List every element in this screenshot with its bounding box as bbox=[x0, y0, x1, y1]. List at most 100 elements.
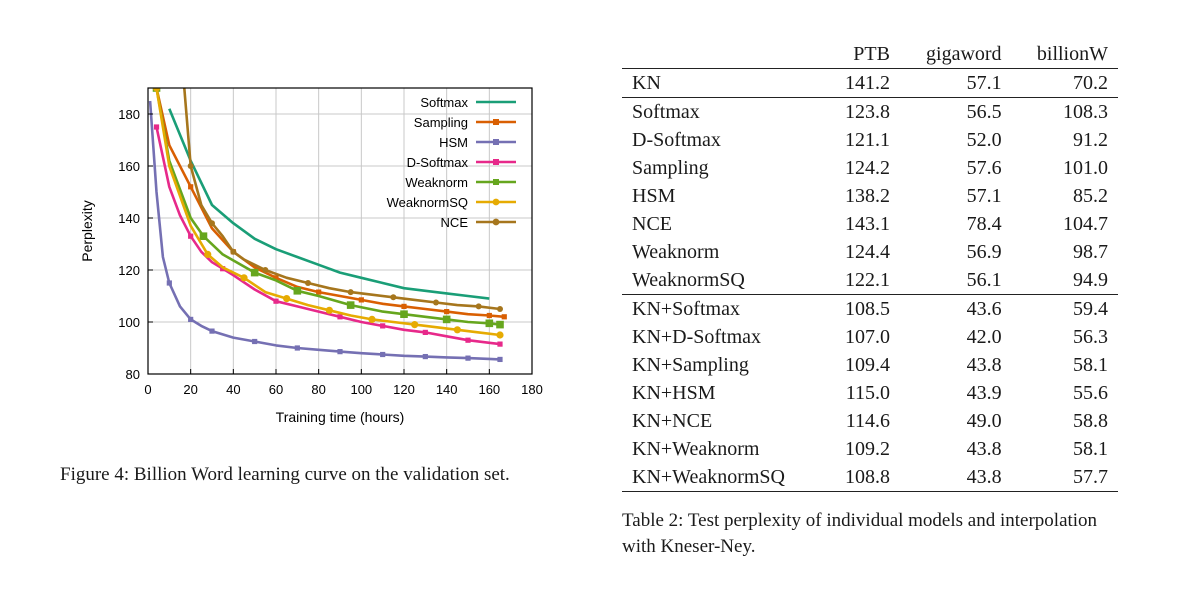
cell-model: KN+Sampling bbox=[632, 354, 749, 376]
cell-model: KN+Weaknorm bbox=[632, 438, 760, 460]
cell-ptb: 108.5 bbox=[824, 294, 900, 323]
data-point bbox=[465, 337, 471, 343]
legend-label: D-Softmax bbox=[407, 155, 469, 170]
table-header-row: PTB gigaword billionW bbox=[622, 40, 1118, 69]
legend-marker bbox=[493, 119, 499, 125]
learning-curve-figure: 0 20 40 60 80 100 120 140 160 180 80 100 120 140 160 18… bbox=[40, 60, 580, 460]
cell-gigaword: 52.0 bbox=[966, 129, 1002, 151]
y-tick-label: 120 bbox=[118, 263, 140, 278]
table-row: KN 141.2 57.1 70.2 bbox=[622, 68, 1118, 98]
cell-ptb: 115.0 bbox=[845, 382, 890, 404]
cell-billionw: 101.0 bbox=[1063, 157, 1108, 179]
data-point bbox=[368, 315, 376, 323]
series-line bbox=[148, 100, 501, 361]
table-row: KN+NCE 114.6 49.0 58.8 bbox=[622, 407, 1118, 435]
cell-billionw: 94.9 bbox=[1073, 269, 1108, 291]
table-row: KN+Softmax 108.5 43.6 59.4 bbox=[622, 294, 1118, 323]
legend-marker bbox=[492, 198, 500, 206]
legend-label: Softmax bbox=[420, 95, 468, 110]
cell-billionw: 58.1 bbox=[1073, 354, 1108, 376]
cell-model: Weaknorm bbox=[632, 241, 720, 263]
data-point bbox=[153, 124, 160, 130]
data-point bbox=[433, 299, 439, 306]
cell-model: Softmax bbox=[622, 97, 825, 126]
data-point bbox=[444, 309, 450, 315]
data-point bbox=[358, 297, 364, 303]
series-softmax bbox=[168, 108, 490, 300]
data-point bbox=[497, 356, 503, 363]
cell-gigaword: 43.9 bbox=[966, 382, 1002, 404]
y-axis-label: Perplexity bbox=[79, 200, 95, 261]
cell-ptb: 121.1 bbox=[844, 129, 890, 151]
x-tick-label: 100 bbox=[350, 382, 372, 397]
series-weaknormsq bbox=[152, 88, 504, 339]
cell-gigaword: 57.1 bbox=[966, 185, 1002, 207]
x-tick-label: 80 bbox=[311, 382, 325, 397]
data-point bbox=[187, 163, 194, 169]
table-row: Weaknorm 124.4 56.9 98.7 bbox=[622, 238, 1118, 266]
x-tick-label: 40 bbox=[226, 382, 240, 397]
data-point bbox=[390, 294, 397, 301]
header-ptb: PTB bbox=[853, 43, 890, 65]
data-point bbox=[230, 248, 237, 255]
data-point bbox=[325, 306, 333, 314]
data-point bbox=[188, 316, 194, 322]
cell-billionw: 58.8 bbox=[1073, 410, 1108, 432]
table-row: WeaknormSQ 122.1 56.1 94.9 bbox=[622, 266, 1118, 295]
data-point bbox=[346, 301, 355, 309]
x-tick-label: 60 bbox=[269, 382, 283, 397]
series-weaknorm bbox=[152, 88, 504, 329]
cell-ptb: 123.8 bbox=[824, 97, 900, 126]
table-row: KN+Weaknorm 109.2 43.8 58.1 bbox=[622, 435, 1118, 463]
data-point bbox=[401, 303, 407, 309]
series-line bbox=[155, 88, 501, 326]
chart-series bbox=[148, 88, 507, 363]
cell-gigaword: 43.8 bbox=[899, 463, 1012, 492]
series-line bbox=[155, 88, 505, 319]
data-point bbox=[316, 289, 322, 295]
data-point bbox=[497, 341, 503, 347]
data-point bbox=[380, 351, 386, 358]
cell-ptb: 124.4 bbox=[844, 241, 890, 263]
data-point bbox=[152, 88, 161, 92]
cell-gigaword: 43.8 bbox=[966, 438, 1002, 460]
table-row: NCE 143.1 78.4 104.7 bbox=[622, 210, 1118, 238]
results-table: PTB gigaword billionW KN 141.2 57.1 70.2… bbox=[622, 40, 1118, 492]
cell-ptb: 108.8 bbox=[824, 463, 900, 492]
legend-marker bbox=[493, 159, 499, 165]
data-point bbox=[475, 303, 482, 310]
legend-label: Sampling bbox=[414, 115, 468, 130]
data-point bbox=[293, 287, 302, 295]
cell-model: KN+WeaknormSQ bbox=[622, 463, 825, 492]
cell-gigaword: 43.8 bbox=[966, 354, 1002, 376]
data-point bbox=[400, 310, 408, 318]
chart-grid bbox=[148, 88, 532, 374]
table-row: KN+D-Softmax 107.0 42.0 56.3 bbox=[622, 323, 1118, 351]
cell-gigaword: 56.1 bbox=[966, 269, 1002, 291]
cell-billionw: 85.2 bbox=[1073, 185, 1108, 207]
data-point bbox=[209, 220, 215, 227]
data-point bbox=[442, 315, 451, 324]
cell-billionw: 58.1 bbox=[1073, 438, 1108, 460]
table-caption: Table 2: Test perplexity of individual m… bbox=[622, 510, 1098, 557]
data-point bbox=[273, 298, 279, 304]
cell-model: KN+HSM bbox=[632, 382, 716, 404]
cell-billionw: 57.7 bbox=[1011, 463, 1118, 492]
cell-model: WeaknormSQ bbox=[632, 269, 745, 291]
y-tick-label: 160 bbox=[118, 159, 140, 174]
data-point bbox=[501, 314, 507, 320]
cell-ptb: 143.1 bbox=[844, 213, 890, 235]
x-tick-label: 140 bbox=[436, 382, 458, 397]
cell-ptb: 109.2 bbox=[844, 438, 890, 460]
learning-curve-chart: 0 20 40 60 80 100 120 140 160 180 80 100 120 140 160 18… bbox=[79, 87, 543, 425]
cell-model: KN bbox=[622, 68, 825, 98]
cell-billionw: 56.3 bbox=[1073, 326, 1108, 348]
cell-gigaword: 43.6 bbox=[899, 294, 1012, 323]
cell-billionw: 70.2 bbox=[1011, 68, 1118, 98]
series-line bbox=[168, 108, 490, 300]
data-point bbox=[485, 319, 494, 328]
data-point bbox=[411, 321, 419, 329]
cell-gigaword: 78.4 bbox=[966, 213, 1002, 235]
series-nce bbox=[183, 88, 503, 312]
data-point bbox=[294, 345, 300, 351]
